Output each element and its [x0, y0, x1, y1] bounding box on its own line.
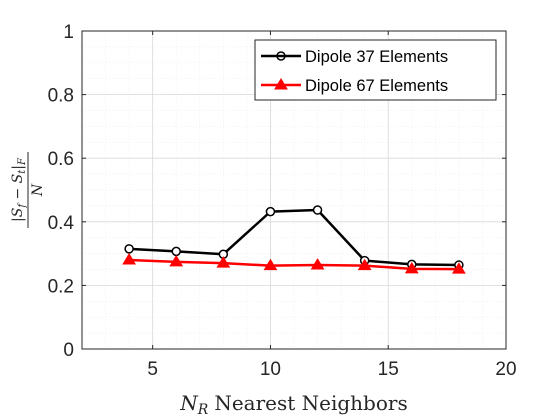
legend-box: [254, 39, 497, 101]
plot-frame: [81, 30, 507, 350]
y-tick-label: 0: [63, 340, 74, 361]
data-point-triangle: [452, 262, 466, 274]
x-tick-label: 15: [378, 359, 399, 380]
data-point-triangle: [404, 261, 419, 274]
data-point-triangle: [263, 258, 278, 271]
y-axis-label-denominator: N: [30, 183, 46, 197]
x-tick-label: 20: [495, 359, 516, 380]
y-axis-label-numerator: |Sf − St|F: [10, 157, 28, 222]
y-num-norm-sub: F: [17, 157, 28, 166]
y-num-minus: − S: [10, 174, 26, 204]
data-point-circle: [312, 205, 323, 215]
y-axis-label: |Sf − St|F N: [10, 152, 46, 228]
axis-ticks: 5 10 15 20 0 0.2 0.4 0.6 0.8 1: [48, 22, 517, 380]
data-point-triangle: [357, 258, 372, 271]
y-num-sub-t: t: [17, 169, 28, 174]
x-axis-label: NR Nearest Neighbors: [179, 391, 407, 418]
y-tick-label: 0.8: [48, 86, 74, 107]
x-axis-var: N: [179, 391, 199, 415]
legend: Dipole 37 Elements Dipole 67 Elements: [254, 39, 497, 101]
data-point-triangle: [169, 254, 184, 267]
x-axis-sub: R: [197, 402, 209, 418]
data-point-triangle: [216, 256, 231, 268]
data-point-circle: [124, 244, 134, 254]
y-tick-label: 0.6: [48, 149, 74, 170]
y-num-close: |: [10, 165, 26, 170]
data-point-circle: [171, 246, 181, 257]
y-tick-label: 0.4: [48, 213, 75, 234]
data-point-triangle: [122, 252, 136, 265]
y-tick-label: 1: [63, 22, 74, 43]
x-axis-text: Nearest Neighbors: [214, 391, 407, 415]
series-line-0: [129, 208, 459, 267]
y-num-sub-f: f: [17, 202, 28, 209]
x-tick-label: 5: [147, 359, 158, 380]
legend-marker-circle: [276, 51, 286, 61]
legend-label-37: Dipole 37 Elements: [305, 48, 448, 66]
series-line-1: [129, 258, 459, 271]
y-num-s: |S: [10, 208, 26, 222]
x-tick-label: 10: [260, 359, 281, 380]
legend-label-67: Dipole 67 Elements: [305, 77, 448, 95]
legend-marker-triangle: [274, 78, 288, 90]
series-layer: [122, 205, 466, 274]
y-tick-label: 0.2: [48, 276, 74, 297]
data-point-circle: [265, 206, 276, 217]
data-point-triangle: [310, 258, 325, 270]
